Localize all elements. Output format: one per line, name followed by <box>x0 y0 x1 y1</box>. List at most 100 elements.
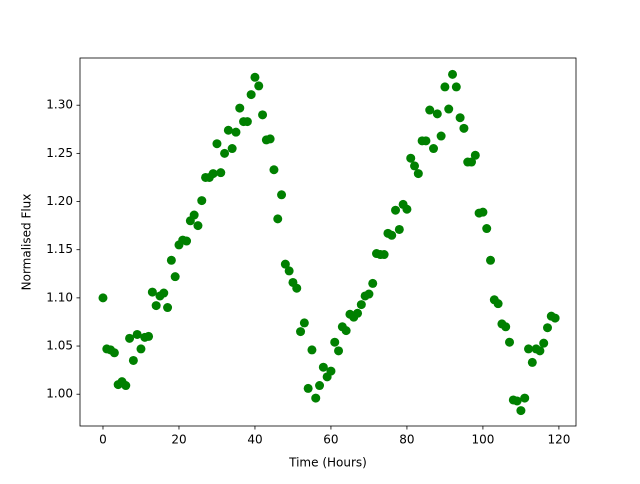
scatter-point <box>296 327 306 337</box>
scatter-point <box>132 329 142 339</box>
scatter-point <box>421 136 431 146</box>
scatter-point <box>269 165 279 175</box>
scatter-point <box>292 283 302 293</box>
scatter-point <box>501 322 511 332</box>
scatter-point <box>98 293 108 303</box>
scatter-point <box>516 406 526 416</box>
scatter-point <box>520 393 530 403</box>
scatter-point <box>147 287 157 297</box>
scatter-point <box>535 346 545 356</box>
scatter-point <box>193 221 203 231</box>
scatter-point <box>330 337 340 347</box>
scatter-point <box>391 205 401 215</box>
scatter-point <box>527 357 537 367</box>
scatter-point <box>170 272 180 282</box>
scatter-point <box>353 308 363 318</box>
scatter-point <box>326 366 336 376</box>
scatter-point <box>406 153 416 163</box>
scatter-point <box>277 190 287 200</box>
scatter-point <box>448 69 458 79</box>
scatter-point <box>182 236 192 246</box>
scatter-point <box>341 326 351 336</box>
scatter-point <box>482 224 492 234</box>
scatter-point <box>459 123 469 133</box>
scatter-point <box>512 396 522 406</box>
x-axis-label: Time (Hours) <box>288 456 367 470</box>
scatter-point <box>303 383 313 393</box>
y-tick-label: 1.00 <box>46 387 73 401</box>
scatter-point <box>166 255 176 265</box>
y-tick-label: 1.20 <box>46 194 73 208</box>
scatter-point <box>444 104 454 114</box>
scatter-point <box>254 81 264 91</box>
scatter-point <box>334 346 344 356</box>
scatter-point <box>440 82 450 92</box>
scatter-point <box>128 355 138 365</box>
scatter-point <box>197 196 207 206</box>
scatter-point <box>280 259 290 269</box>
y-axis-label: Normalised Flux <box>20 194 34 291</box>
x-tick-label: 20 <box>171 433 186 447</box>
scatter-point <box>311 393 321 403</box>
scatter-point <box>216 168 226 178</box>
scatter-point <box>235 103 245 113</box>
scatter-point <box>455 113 465 123</box>
scatter-point <box>470 150 480 160</box>
scatter-point <box>413 169 423 179</box>
scatter-point <box>402 204 412 214</box>
scatter-point <box>159 288 169 298</box>
scatter-point <box>364 289 374 299</box>
scatter-point <box>121 381 131 391</box>
scatter-point <box>242 117 252 127</box>
x-tick-label: 40 <box>247 433 262 447</box>
x-tick-label: 60 <box>323 433 338 447</box>
scatter-point <box>227 144 237 154</box>
scatter-point <box>543 323 553 333</box>
scatter-point <box>429 144 439 154</box>
scatter-point <box>410 161 420 171</box>
scatter-point <box>394 224 404 234</box>
y-tick-label: 1.05 <box>46 339 73 353</box>
scatter-point <box>208 169 218 179</box>
scatter-point <box>109 348 119 358</box>
y-tick-label: 1.25 <box>46 146 73 160</box>
scatter-point <box>315 381 325 391</box>
x-tick-label: 0 <box>99 433 107 447</box>
scatter-point <box>451 82 461 92</box>
scatter-point <box>163 303 173 313</box>
scatter-point <box>125 333 135 343</box>
y-tick-label: 1.10 <box>46 290 73 304</box>
scatter-point <box>379 250 389 260</box>
scatter-point <box>212 139 222 149</box>
scatter-point <box>550 313 560 323</box>
scatter-point <box>356 300 366 310</box>
scatter-point <box>223 125 233 135</box>
scatter-point <box>467 157 477 167</box>
scatter-point <box>136 344 146 354</box>
plot-frame <box>79 57 577 427</box>
y-tick-label: 1.30 <box>46 98 73 112</box>
x-tick-label: 120 <box>547 433 570 447</box>
scatter-point <box>151 301 161 311</box>
scatter-point <box>486 255 496 265</box>
x-tick-label: 80 <box>399 433 414 447</box>
scatter-point <box>524 344 534 354</box>
scatter-point <box>539 338 549 348</box>
scatter-point <box>246 90 256 100</box>
scatter-point <box>273 214 283 224</box>
scatter-point <box>432 109 442 119</box>
x-tick-label: 100 <box>471 433 494 447</box>
scatter-point <box>436 131 446 141</box>
scatter-point <box>265 134 275 144</box>
scatter-point <box>478 207 488 217</box>
scatter-point <box>387 230 397 240</box>
scatter-point <box>425 105 435 115</box>
scatter-point <box>144 331 154 341</box>
scatter-point <box>250 72 260 82</box>
scatter-point <box>307 345 317 355</box>
scatter-point <box>189 210 199 220</box>
scatter-point <box>231 127 241 137</box>
scatter-point <box>284 266 294 276</box>
scatter-point <box>258 110 268 120</box>
